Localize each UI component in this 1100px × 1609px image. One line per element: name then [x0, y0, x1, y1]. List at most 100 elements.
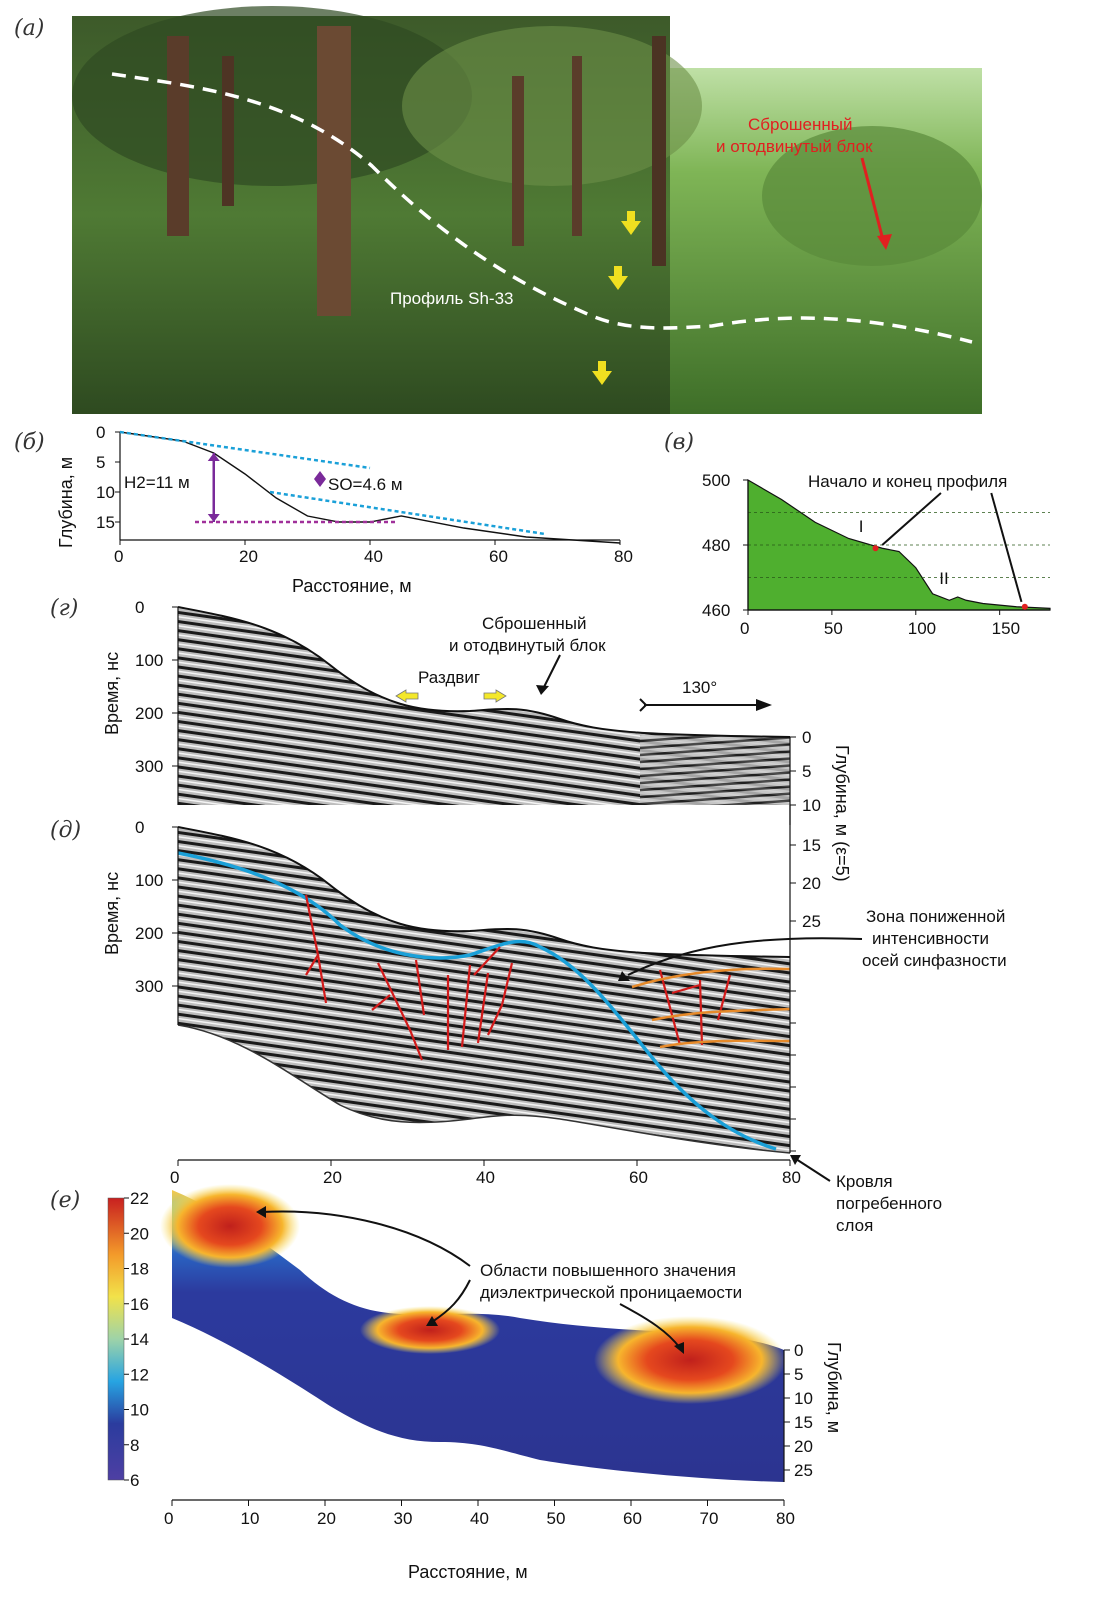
e-blue-horizon	[177, 851, 777, 1151]
panel-f-label: (е)	[50, 1188, 81, 1213]
c-arrow-2	[990, 492, 1023, 603]
d-y-tick-label: 0	[135, 598, 144, 617]
panel-e-radargram: Время, нс Зона пониженной интенсивности …	[102, 745, 1007, 1235]
photo-block-label-2: и отодвинутый блок	[716, 137, 873, 156]
f-x-tick-label: 20	[317, 1509, 336, 1528]
c-arrow-1	[881, 492, 942, 546]
c-x-tick-label: 150	[992, 619, 1020, 638]
f-colorbar-tick-label: 22	[130, 1189, 149, 1208]
d-spread-label: Раздвиг	[418, 668, 480, 687]
photo-block-arrow	[860, 157, 886, 245]
b-so-label: SO=4.6 м	[328, 475, 403, 494]
e-orange-horizons	[631, 967, 791, 1049]
f-x-tick-label: 60	[623, 1509, 642, 1528]
e-depth-tick-label: 25	[802, 912, 821, 931]
b-h2-arrowhead-top	[207, 453, 220, 461]
c-x-tick-label: 0	[740, 619, 749, 638]
e-ylabel: Время, нс	[102, 872, 122, 955]
b-x-tick-label: 20	[239, 547, 258, 566]
e-fault-lines	[304, 894, 732, 1061]
f-depth-tick-label: 10	[794, 1389, 813, 1408]
d-depth-tick-label: 0	[802, 728, 811, 747]
d-y-tick-label: 100	[135, 651, 163, 670]
f-hot-zone-3	[594, 1316, 786, 1404]
f-x-tick-label: 50	[547, 1509, 566, 1528]
d-y-tick-label: 300	[135, 757, 163, 776]
e-zone-label-2: интенсивности	[872, 929, 989, 948]
f-area-label-1: Области повышенного значения	[480, 1261, 736, 1280]
spread-left-arrow-icon	[395, 689, 419, 703]
c-marker-2-label: II	[939, 569, 948, 588]
c-y-tick-label: 500	[702, 471, 730, 490]
b-ylabel: Глубина, м	[56, 457, 76, 548]
f-colorbar-tick-label: 10	[130, 1401, 149, 1420]
f-colorbar-tick-label: 6	[130, 1471, 139, 1490]
b-so-marker	[314, 471, 326, 487]
panel-c-label: (в)	[664, 430, 694, 455]
c-x-tick-label: 50	[824, 619, 843, 638]
d-depth-tick-label: 10	[802, 796, 821, 815]
f-depth-tick-label: 15	[794, 1413, 813, 1432]
panel-a-photo: Профиль Sh-33 Сброшенный и отодвинутый б…	[72, 6, 982, 414]
f-xlabel: Расстояние, м	[408, 1562, 528, 1582]
c-title: Начало и конец профиля	[808, 472, 1007, 491]
f-colorbar-tick-label: 8	[130, 1436, 139, 1455]
e-x-tick-label: 20	[323, 1168, 342, 1187]
f-depth-label: Глубина, м	[824, 1342, 844, 1433]
b-h2-arrowhead-bottom	[207, 514, 220, 522]
e-roof-label-3: слоя	[836, 1216, 873, 1235]
panel-c-chart: Начало и конец профиля 0 50 100 150 500 480 46…	[702, 471, 1051, 638]
f-x-tick-label: 70	[700, 1509, 719, 1528]
f-hot-zone-1	[160, 1184, 300, 1268]
e-zone-arrow	[627, 937, 863, 976]
f-arrow-3	[619, 1303, 681, 1349]
e-x-tick-label: 80	[782, 1168, 801, 1187]
f-arrowhead-3	[674, 1342, 684, 1354]
f-depth-tick-label: 0	[794, 1341, 803, 1360]
b-y-tick-label: 15	[96, 513, 115, 532]
f-colorbar-tick-label: 16	[130, 1295, 149, 1314]
f-depth-tick-label: 20	[794, 1437, 813, 1456]
e-y-tick-label: 100	[135, 871, 163, 890]
f-arrowhead-2	[426, 1316, 438, 1326]
e-roof-arrow	[795, 1158, 831, 1182]
f-depth-tick-label: 25	[794, 1461, 813, 1480]
f-x-tick-label: 80	[776, 1509, 795, 1528]
d-block-arrowhead	[536, 685, 549, 695]
e-y-tick-label: 200	[135, 924, 163, 943]
d-azimuth: 130°	[682, 678, 717, 697]
d-block-label-2: и отодвинутый блок	[449, 636, 606, 655]
panel-d-radargram: Время, нс Сброшенный и отодвинутый блок …	[102, 598, 821, 825]
f-depth-tick-label: 5	[794, 1365, 803, 1384]
d-y-tick-label: 200	[135, 704, 163, 723]
d-block-arrow	[541, 654, 561, 692]
e-x-tick-label: 60	[629, 1168, 648, 1187]
b-x-tick-label: 60	[489, 547, 508, 566]
f-arrow-1	[261, 1210, 471, 1267]
b-x-tick-label: 0	[114, 547, 123, 566]
e-y-tick-label: 300	[135, 977, 163, 996]
f-colorbar-tick-label: 14	[130, 1330, 149, 1349]
panel-e-label: (д)	[50, 818, 82, 843]
b-x-tick-label: 40	[364, 547, 383, 566]
d-ylabel: Время, нс	[102, 652, 122, 735]
f-colorbar	[107, 1197, 125, 1481]
f-colorbar-tick-label: 12	[130, 1365, 149, 1384]
c-marker-point	[872, 545, 879, 552]
b-y-tick-label: 5	[96, 453, 105, 472]
c-x-tick-label: 100	[908, 619, 936, 638]
b-upper-dotted	[119, 430, 371, 470]
e-zone-label-3: осей синфазности	[862, 951, 1007, 970]
panel-b-chart: Глубина, м Расстояние, м H2=11 м SO=4.6 …	[56, 423, 633, 596]
f-x-tick-label: 0	[164, 1509, 173, 1528]
d-block-label-1: Сброшенный	[482, 614, 587, 633]
b-h2-label: H2=11 м	[124, 473, 190, 492]
f-area-label-2: диэлектрической проницаемости	[480, 1283, 742, 1302]
e-depth-label: Глубина, м (ε=5)	[832, 745, 852, 882]
azimuth-arrowhead-icon	[756, 699, 772, 711]
e-depth-tick-label: 15	[802, 836, 821, 855]
e-y-tick-label: 0	[135, 818, 144, 837]
spread-right-arrow-icon	[483, 689, 507, 703]
f-x-tick-label: 30	[394, 1509, 413, 1528]
e-x-tick-label: 0	[170, 1168, 179, 1187]
